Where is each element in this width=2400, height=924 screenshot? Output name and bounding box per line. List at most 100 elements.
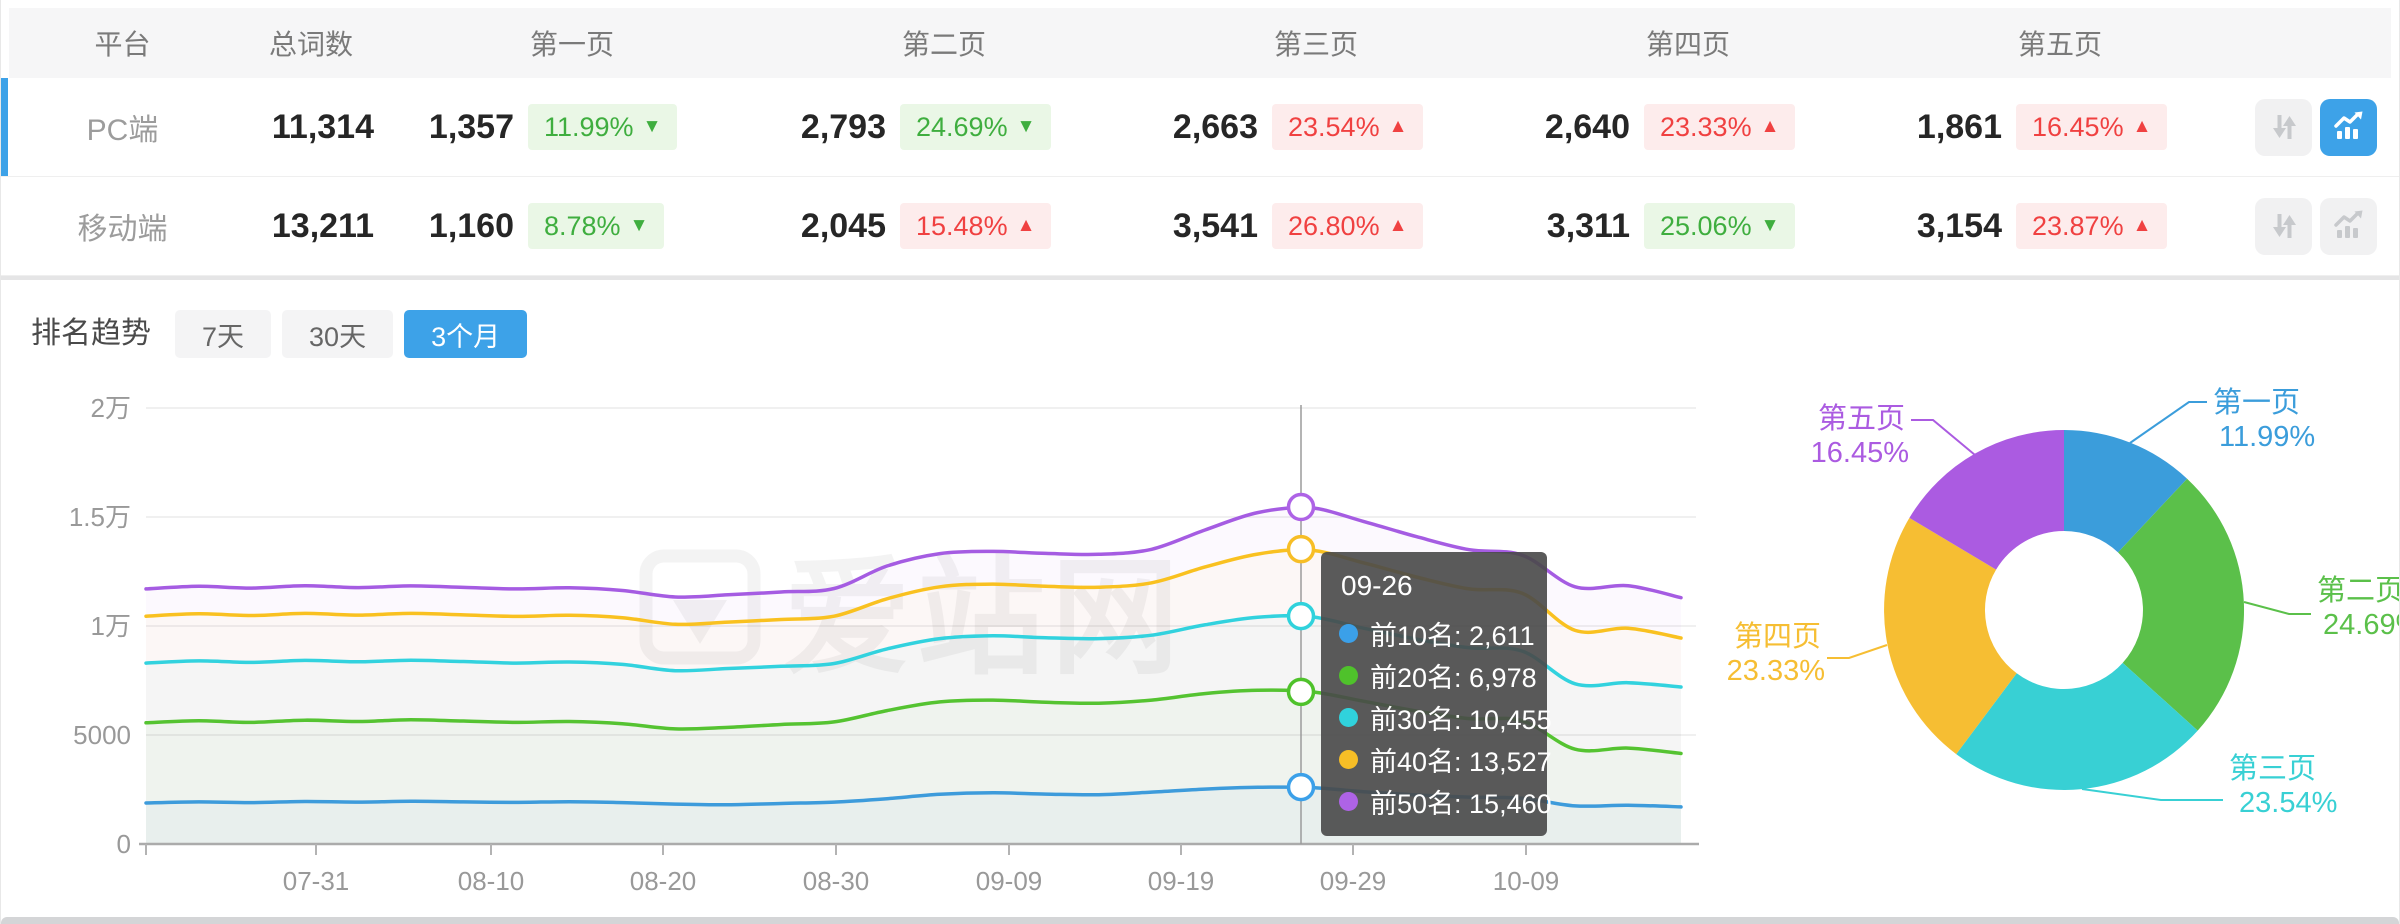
triangle-up-icon: ▲ — [2132, 215, 2152, 236]
donut-slice-第二页[interactable] — [2118, 478, 2245, 731]
sort-button[interactable] — [2255, 98, 2312, 156]
hover-point-前50名 — [1286, 492, 1316, 522]
label-leader-line — [1827, 644, 1888, 659]
page-3-group: 3,541 26.80% ▲ — [1130, 203, 1502, 249]
donut-label-percent: 23.33% — [1727, 655, 1825, 687]
donut-label-percent: 11.99% — [2219, 421, 2315, 453]
page-count: 1,357 — [428, 107, 514, 146]
section-divider — [1, 276, 2399, 280]
triangle-down-icon: ▼ — [642, 116, 662, 137]
series-dot-icon — [1339, 665, 1358, 685]
change-badge: 11.99% ▼ — [528, 104, 678, 150]
triangle-up-icon: ▲ — [1760, 116, 1780, 137]
y-axis-label: 5000 — [73, 720, 131, 750]
column-header-2: 第一页 — [529, 29, 614, 60]
series-dot-icon — [1339, 791, 1358, 811]
donut-slice-第三页[interactable] — [1956, 662, 2198, 791]
range-tab-1[interactable]: 30天 — [282, 310, 394, 358]
window-bottom-bar — [1, 917, 2399, 924]
y-axis-label: 1万 — [91, 611, 131, 641]
x-axis-label: 08-10 — [458, 866, 525, 896]
range-tab-2[interactable]: 3个月 — [404, 310, 528, 358]
change-badge: 23.87% ▲ — [2016, 203, 2168, 249]
tooltip-value: 前40名: 13,527 — [1370, 746, 1552, 777]
label-leader-line — [1911, 419, 1976, 456]
page-5-group: 1,861 16.45% ▲ — [1874, 104, 2246, 150]
change-badge: 16.45% ▲ — [2016, 104, 2168, 150]
trend-title: 排名趋势 — [31, 317, 151, 350]
watermark: 爱站网 — [639, 547, 1185, 690]
change-badge: 23.33% ▲ — [1644, 104, 1796, 150]
column-header-5: 第四页 — [1645, 29, 1730, 60]
range-tab-0[interactable]: 7天 — [175, 310, 272, 358]
trend-chart-icon — [2333, 210, 2362, 238]
triangle-down-icon: ▼ — [1760, 215, 1780, 236]
trend-chart-button[interactable] — [2320, 98, 2377, 156]
donut-label-percent: 23.54% — [2239, 787, 2337, 819]
svg-text:爱站网: 爱站网 — [783, 547, 1185, 690]
donut-slice-第一页[interactable] — [2064, 430, 2188, 553]
page-count: 1,861 — [1916, 107, 2002, 146]
series-dot-icon — [1339, 707, 1358, 727]
sort-button[interactable] — [2255, 197, 2312, 255]
label-leader-line — [2243, 601, 2311, 615]
range-tabs: 7天 30天 3个月 — [175, 310, 528, 358]
sort-arrows-icon — [2272, 214, 2296, 238]
tooltip-value: 前20名: 6,978 — [1370, 662, 1537, 693]
row-actions — [2246, 98, 2391, 156]
page-5-group: 3,154 23.87% ▲ — [1874, 203, 2246, 249]
column-header-4: 第三页 — [1273, 29, 1358, 60]
total-keywords-value: 13,211 — [271, 206, 374, 245]
table-header: 平台 总词数 第一页 第二页 第三页 第四页 第五页 — [9, 8, 2391, 78]
page-count: 3,154 — [1916, 206, 2002, 245]
total-keywords-value: 11,314 — [271, 107, 374, 146]
table-body: PC端 11,314 1,357 11.99% ▼ 2,793 24.69% ▼ 2,663 23… — [1, 78, 2399, 276]
sort-arrows-icon — [2272, 115, 2296, 139]
y-axis-label: 1.5万 — [69, 502, 131, 532]
tooltip-items: 前10名: 2,611 前20名: 6,978 前30名: 10,455 前40名: … — [1339, 612, 1552, 822]
table-row-pc[interactable]: PC端 11,314 1,357 11.99% ▼ 2,793 24.69% ▼ 2,663 23… — [1, 78, 2399, 177]
hover-point-前10名 — [1286, 772, 1316, 802]
tooltip-row: 前50名: 15,460 — [1339, 780, 1552, 822]
tooltip-row: 前30名: 10,455 — [1339, 696, 1552, 738]
donut-slice-第五页[interactable] — [1909, 430, 2064, 570]
tooltip-row: 前40名: 13,527 — [1339, 738, 1552, 780]
triangle-down-icon: ▼ — [1016, 116, 1036, 137]
donut-slice-第四页[interactable] — [1884, 517, 2017, 755]
page-count: 2,640 — [1544, 107, 1630, 146]
trend-chart-button[interactable] — [2320, 197, 2377, 255]
donut-label-name: 第二页 — [2317, 574, 2400, 607]
x-axis-label: 08-30 — [803, 866, 870, 896]
column-header-3: 第二页 — [901, 29, 986, 60]
change-badge: 26.80% ▲ — [1272, 203, 1424, 249]
tooltip-row: 前20名: 6,978 — [1339, 654, 1537, 696]
change-badge: 23.54% ▲ — [1272, 104, 1424, 150]
hover-point-前20名 — [1286, 677, 1316, 707]
triangle-up-icon: ▲ — [1388, 215, 1408, 236]
triangle-down-icon: ▼ — [629, 215, 649, 236]
page-2-group: 2,793 24.69% ▼ — [758, 104, 1130, 150]
trend-chart-icon — [2333, 111, 2362, 139]
change-badge: 8.78% ▼ — [528, 203, 665, 249]
change-badge: 25.06% ▼ — [1644, 203, 1796, 249]
row-actions — [2246, 197, 2391, 255]
donut-label-name: 第三页 — [2229, 752, 2316, 785]
table-row-mobile[interactable]: 移动端 13,211 1,160 8.78% ▼ 2,045 15.48% ▲ 3,541 26.… — [1, 177, 2399, 276]
donut-label-name: 第五页 — [1818, 402, 1905, 435]
change-badge: 15.48% ▲ — [900, 203, 1052, 249]
page-2-group: 2,045 15.48% ▲ — [758, 203, 1130, 249]
donut-label-percent: 16.45% — [1811, 437, 1909, 469]
page-count: 2,793 — [800, 107, 886, 146]
column-header-1: 总词数 — [268, 29, 353, 60]
tooltip-date: 09-26 — [1341, 570, 1413, 601]
series-dot-icon — [1339, 623, 1358, 643]
donut-label-name: 第一页 — [2213, 386, 2300, 419]
series-dot-icon — [1339, 749, 1358, 769]
y-axis-label: 0 — [117, 829, 131, 859]
page-3-group: 2,663 23.54% ▲ — [1130, 104, 1502, 150]
x-axis-label: 09-29 — [1320, 866, 1387, 896]
page-count: 1,160 — [428, 206, 514, 245]
donut-label-name: 第四页 — [1734, 620, 1821, 653]
label-leader-line — [2129, 401, 2207, 444]
